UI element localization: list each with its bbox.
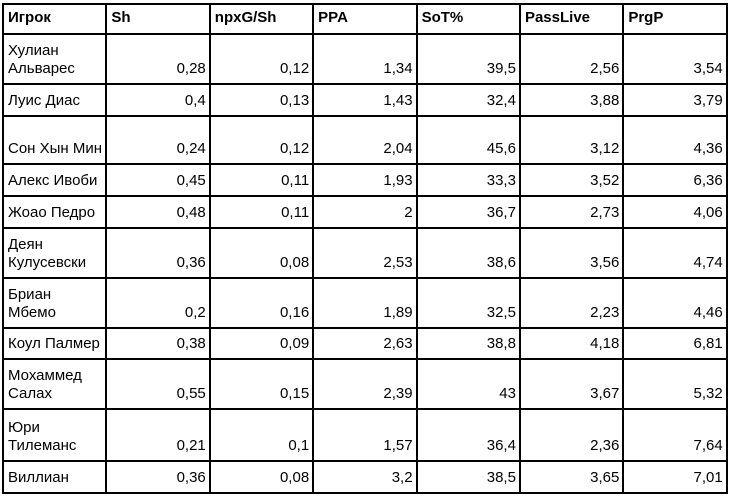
- ppa-cell: 3,2: [312, 460, 418, 494]
- passlive-cell: 3,52: [518, 163, 625, 197]
- sot-pct-cell: 39,5: [415, 33, 521, 85]
- player-name-cell: Юри Тилеманс: [1, 408, 108, 462]
- npxg-sh-cell: 0,1: [208, 408, 315, 462]
- sh-cell: 0,36: [105, 460, 211, 494]
- prgp-cell: 4,74: [622, 227, 728, 279]
- table-row: Коул Палмер 0,38 0,09 2,63 38,8 4,18 6,8…: [1, 327, 728, 360]
- player-stats-table: Игрок Sh npxG/Sh PPA SoT% PassLive PrgP …: [1, 3, 728, 494]
- table-row: Мохаммед Салах 0,55 0,15 2,39 43 3,67 5,…: [1, 358, 728, 410]
- player-name-cell: Коул Палмер: [1, 327, 108, 360]
- ppa-cell: 2,04: [312, 115, 418, 165]
- player-name-cell: Алекс Ивоби: [1, 163, 108, 197]
- column-header-sot-pct: SoT%: [415, 3, 521, 35]
- sot-pct-cell: 38,8: [415, 327, 521, 360]
- table-row: Жоао Педро 0,48 0,11 2 36,7 2,73 4,06: [1, 195, 728, 229]
- ppa-cell: 1,57: [312, 408, 418, 462]
- sh-cell: 0,24: [105, 115, 211, 165]
- ppa-cell: 1,93: [312, 163, 418, 197]
- prgp-cell: 4,36: [622, 115, 728, 165]
- player-name-cell: Деян Кулусевски: [1, 227, 108, 279]
- ppa-cell: 1,89: [312, 277, 418, 329]
- prgp-cell: 3,79: [622, 83, 728, 117]
- header-row: Игрок Sh npxG/Sh PPA SoT% PassLive PrgP: [1, 3, 728, 35]
- column-header-npxg-sh: npxG/Sh: [208, 3, 315, 35]
- sh-cell: 0,28: [105, 33, 211, 85]
- passlive-cell: 3,67: [518, 358, 625, 410]
- column-header-prgp: PrgP: [622, 3, 728, 35]
- sh-cell: 0,4: [105, 83, 211, 117]
- npxg-sh-cell: 0,12: [208, 33, 315, 85]
- npxg-sh-cell: 0,13: [208, 83, 315, 117]
- player-name-cell: Луис Диас: [1, 83, 108, 117]
- sot-pct-cell: 38,5: [415, 460, 521, 494]
- column-header-ppa: PPA: [312, 3, 418, 35]
- column-header-passlive: PassLive: [518, 3, 625, 35]
- sh-cell: 0,45: [105, 163, 211, 197]
- ppa-cell: 2,63: [312, 327, 418, 360]
- player-name-cell: Бриан Мбемо: [1, 277, 108, 329]
- table-row: Алекс Ивоби 0,45 0,11 1,93 33,3 3,52 6,3…: [1, 163, 728, 197]
- prgp-cell: 7,64: [622, 408, 728, 462]
- sh-cell: 0,36: [105, 227, 211, 279]
- prgp-cell: 7,01: [622, 460, 728, 494]
- passlive-cell: 2,73: [518, 195, 625, 229]
- ppa-cell: 1,34: [312, 33, 418, 85]
- player-name-cell: Мохаммед Салах: [1, 358, 108, 410]
- npxg-sh-cell: 0,16: [208, 277, 315, 329]
- sot-pct-cell: 43: [415, 358, 521, 410]
- sh-cell: 0,38: [105, 327, 211, 360]
- table-row: Бриан Мбемо 0,2 0,16 1,89 32,5 2,23 4,46: [1, 277, 728, 329]
- prgp-cell: 6,36: [622, 163, 728, 197]
- table-row: Виллиан 0,36 0,08 3,2 38,5 3,65 7,01: [1, 460, 728, 494]
- player-name-cell: Жоао Педро: [1, 195, 108, 229]
- passlive-cell: 2,23: [518, 277, 625, 329]
- npxg-sh-cell: 0,11: [208, 163, 315, 197]
- ppa-cell: 1,43: [312, 83, 418, 117]
- prgp-cell: 4,06: [622, 195, 728, 229]
- table-row: Деян Кулусевски 0,36 0,08 2,53 38,6 3,56…: [1, 227, 728, 279]
- table-row: Юри Тилеманс 0,21 0,1 1,57 36,4 2,36 7,6…: [1, 408, 728, 462]
- npxg-sh-cell: 0,08: [208, 460, 315, 494]
- ppa-cell: 2,39: [312, 358, 418, 410]
- npxg-sh-cell: 0,12: [208, 115, 315, 165]
- sot-pct-cell: 36,7: [415, 195, 521, 229]
- sh-cell: 0,21: [105, 408, 211, 462]
- ppa-cell: 2,53: [312, 227, 418, 279]
- prgp-cell: 3,54: [622, 33, 728, 85]
- prgp-cell: 6,81: [622, 327, 728, 360]
- prgp-cell: 4,46: [622, 277, 728, 329]
- prgp-cell: 5,32: [622, 358, 728, 410]
- sh-cell: 0,55: [105, 358, 211, 410]
- npxg-sh-cell: 0,15: [208, 358, 315, 410]
- sh-cell: 0,48: [105, 195, 211, 229]
- player-name-cell: Виллиан: [1, 460, 108, 494]
- column-header-sh: Sh: [105, 3, 211, 35]
- player-name-cell: Сон Хын Мин: [1, 115, 108, 165]
- sot-pct-cell: 36,4: [415, 408, 521, 462]
- passlive-cell: 3,56: [518, 227, 625, 279]
- sot-pct-cell: 38,6: [415, 227, 521, 279]
- sh-cell: 0,2: [105, 277, 211, 329]
- ppa-cell: 2: [312, 195, 418, 229]
- sot-pct-cell: 45,6: [415, 115, 521, 165]
- sot-pct-cell: 32,5: [415, 277, 521, 329]
- sot-pct-cell: 33,3: [415, 163, 521, 197]
- passlive-cell: 3,88: [518, 83, 625, 117]
- npxg-sh-cell: 0,11: [208, 195, 315, 229]
- table-row: Хулиан Альварес 0,28 0,12 1,34 39,5 2,56…: [1, 33, 728, 85]
- passlive-cell: 4,18: [518, 327, 625, 360]
- npxg-sh-cell: 0,09: [208, 327, 315, 360]
- passlive-cell: 2,56: [518, 33, 625, 85]
- column-header-player: Игрок: [1, 3, 108, 35]
- sot-pct-cell: 32,4: [415, 83, 521, 117]
- player-name-cell: Хулиан Альварес: [1, 33, 108, 85]
- passlive-cell: 3,65: [518, 460, 625, 494]
- npxg-sh-cell: 0,08: [208, 227, 315, 279]
- passlive-cell: 2,36: [518, 408, 625, 462]
- passlive-cell: 3,12: [518, 115, 625, 165]
- table-row: Сон Хын Мин 0,24 0,12 2,04 45,6 3,12 4,3…: [1, 115, 728, 165]
- table-row: Луис Диас 0,4 0,13 1,43 32,4 3,88 3,79: [1, 83, 728, 117]
